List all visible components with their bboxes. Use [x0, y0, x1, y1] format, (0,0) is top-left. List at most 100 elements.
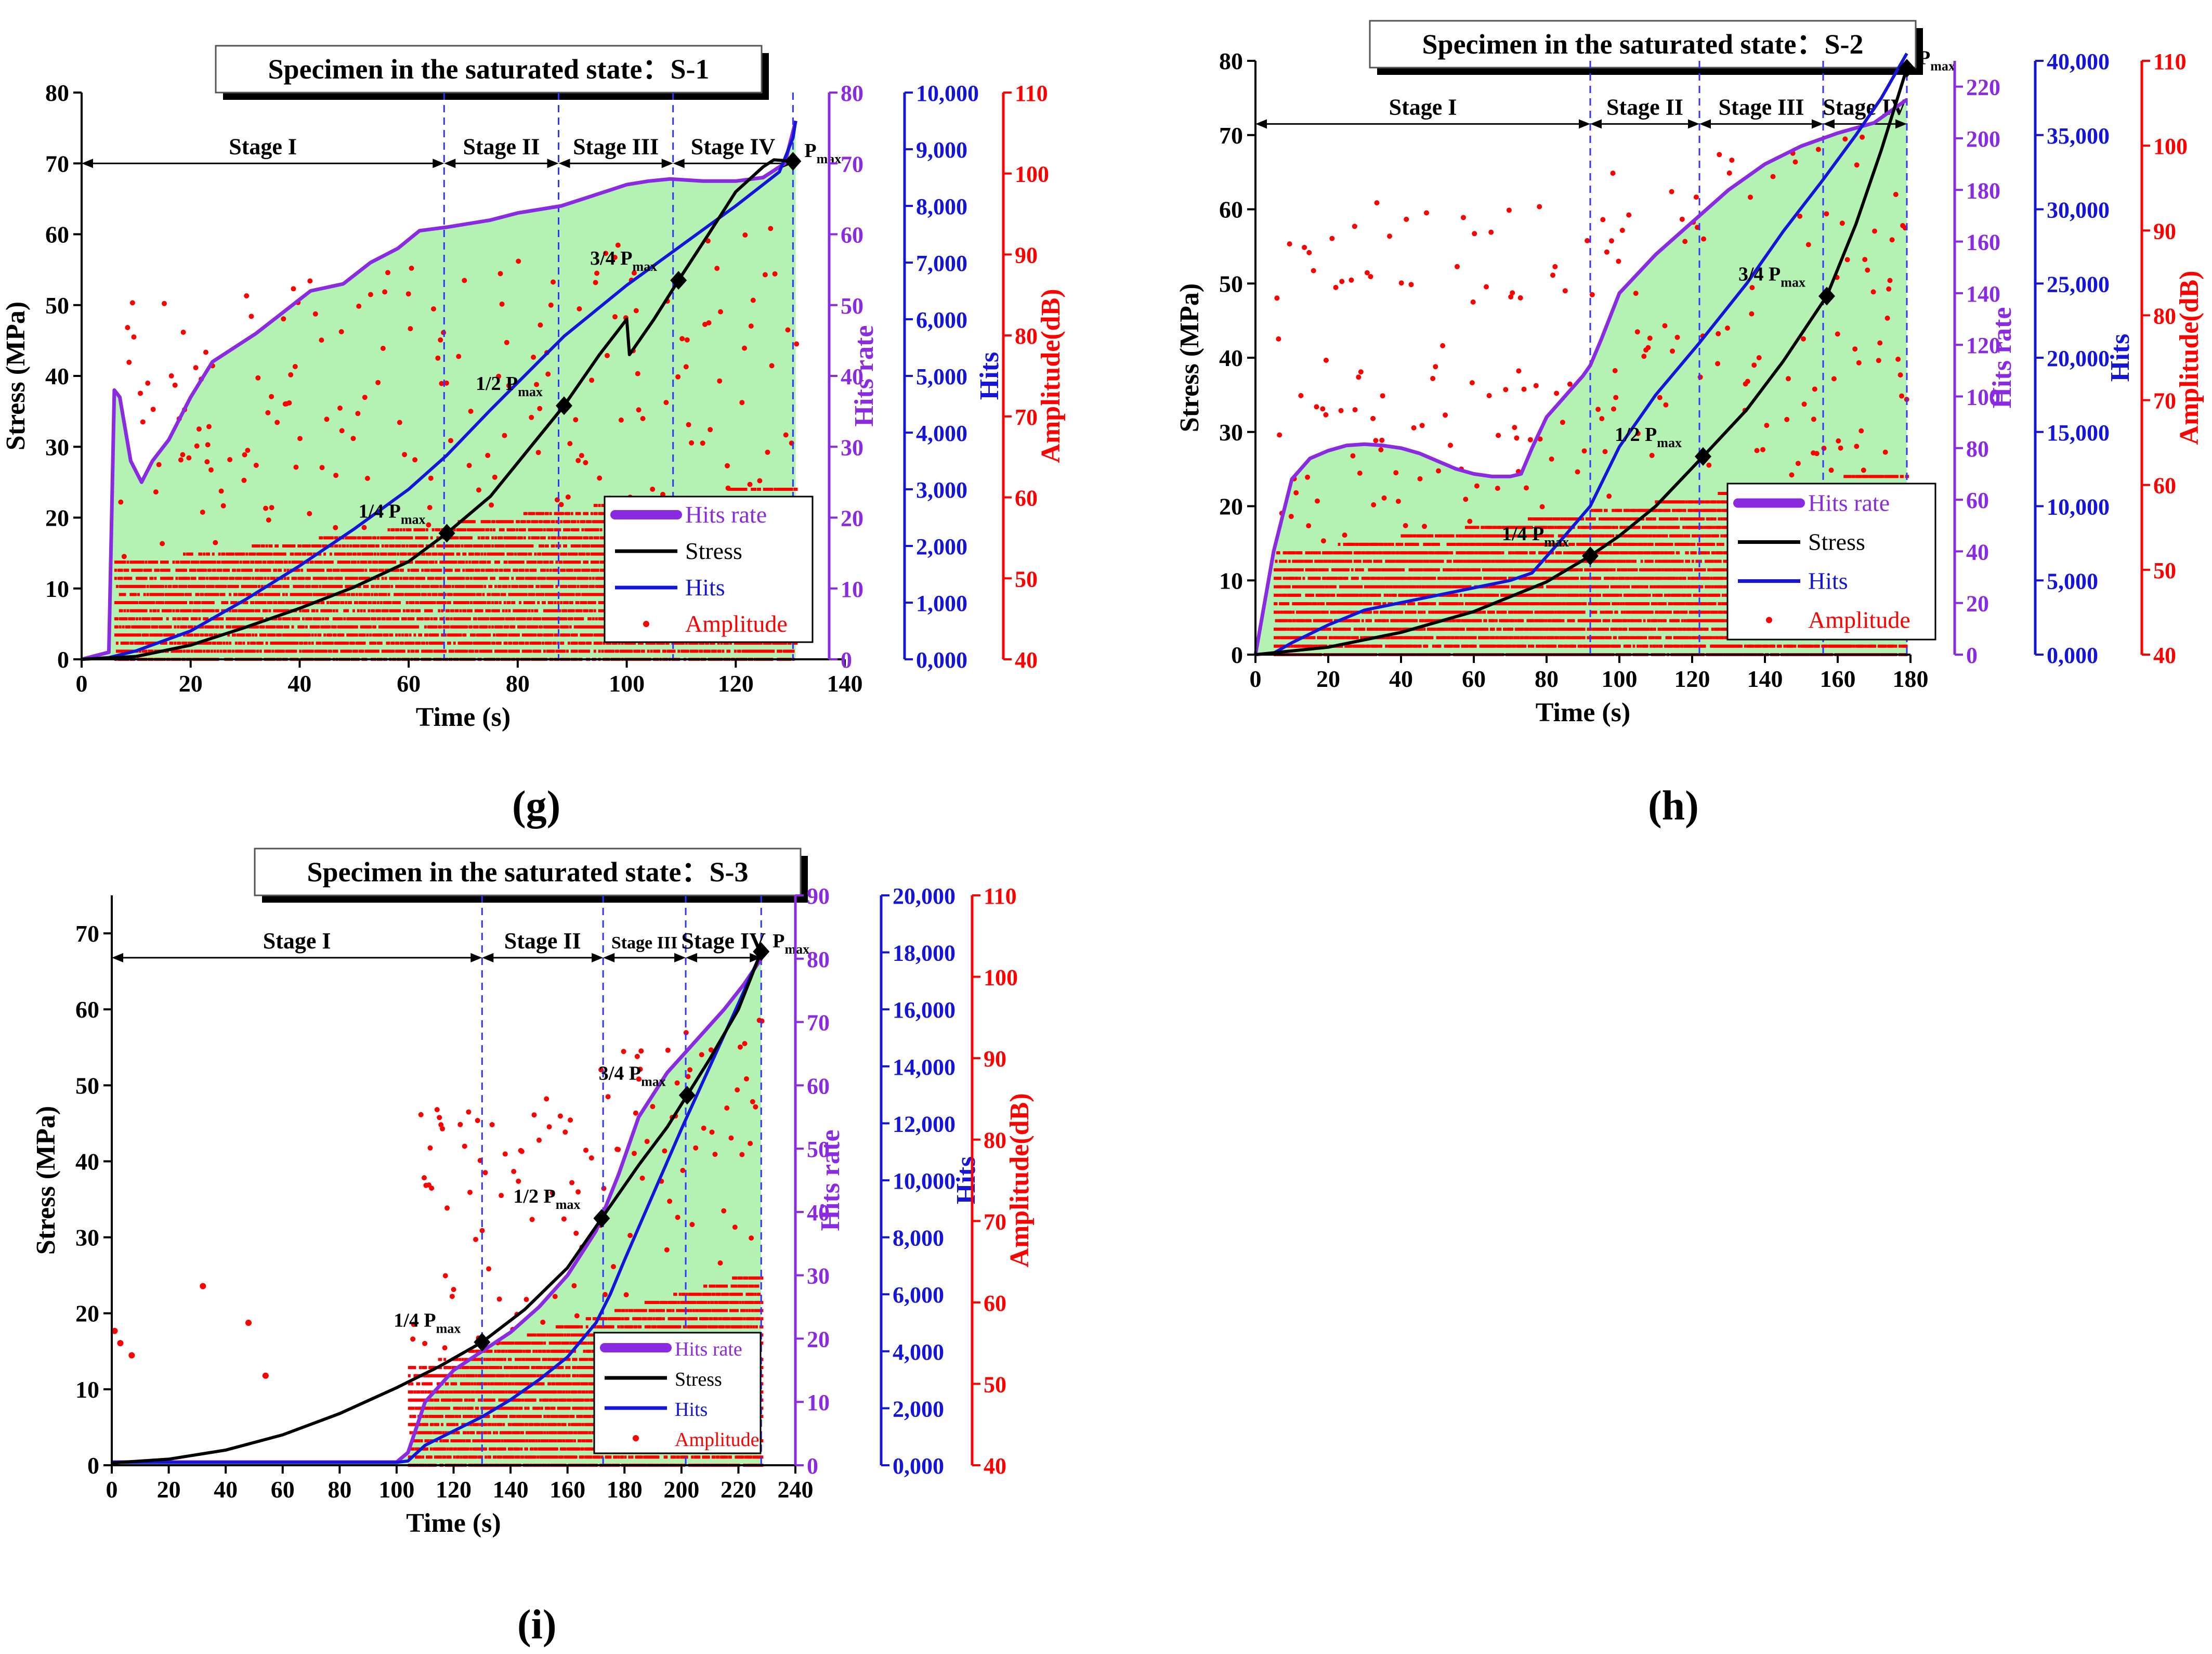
amplitude-point	[596, 536, 599, 540]
amplitude-point	[465, 617, 468, 621]
amplitude-point	[346, 633, 349, 637]
amplitude-point	[136, 625, 138, 629]
amplitude-point	[248, 633, 252, 637]
amplitude-point	[308, 617, 311, 621]
amplitude-point	[483, 561, 487, 564]
amplitude-point	[288, 601, 291, 604]
amplitude-point	[123, 633, 126, 637]
amplitude-point	[148, 601, 151, 604]
amplitude-point	[464, 528, 467, 531]
amplitude-point	[470, 649, 473, 653]
amplitude-point	[427, 593, 430, 596]
amplitude-point	[485, 544, 488, 548]
amplitude-point	[446, 561, 448, 564]
amplitude-point	[456, 601, 459, 604]
amplitude-point	[456, 577, 459, 580]
amplitude-point	[375, 609, 378, 613]
amplitude-point	[525, 593, 528, 596]
amplitude-point	[605, 353, 610, 358]
amplitude-point	[264, 633, 267, 637]
amplitude-point	[551, 617, 554, 621]
amplitude-point	[335, 584, 338, 588]
amplitude-point	[397, 601, 400, 604]
amplitude-point	[360, 641, 363, 645]
amplitude-point	[208, 641, 212, 645]
amplitude-point	[409, 265, 414, 271]
amplitude-point	[521, 609, 525, 613]
amplitude-point	[566, 520, 569, 524]
amplitude-point	[187, 577, 190, 580]
amplitude-point	[543, 528, 546, 531]
amplitude-point	[325, 625, 328, 629]
amplitude-point	[420, 577, 423, 580]
amplitude-point	[274, 617, 278, 621]
amplitude-point	[378, 641, 381, 645]
amplitude-point	[514, 544, 517, 548]
amplitude-point	[239, 577, 242, 580]
amplitude-point	[227, 584, 230, 588]
amplitude-point	[338, 552, 342, 556]
amplitude-point	[552, 641, 555, 645]
amplitude-point	[375, 584, 378, 588]
amplitude-point	[436, 568, 439, 572]
amplitude-point	[477, 601, 480, 604]
amplitude-point	[436, 601, 439, 604]
amplitude-point	[441, 601, 444, 604]
amplitude-point	[326, 601, 329, 604]
amplitude-point	[662, 649, 665, 653]
amplitude-point	[375, 544, 378, 548]
amplitude-point	[319, 593, 322, 596]
amplitude-point	[137, 633, 140, 637]
amplitude-point	[372, 568, 375, 572]
amplitude-point	[586, 633, 589, 637]
amplitude-point	[245, 609, 248, 613]
amplitude-point	[392, 528, 395, 531]
amplitude-point	[596, 528, 599, 531]
amplitude-point	[521, 544, 525, 548]
amplitude-point	[450, 536, 453, 540]
amplitude-point	[557, 649, 560, 653]
amplitude-point	[570, 641, 573, 645]
amplitude-point	[665, 641, 668, 645]
amplitude-point	[420, 528, 423, 531]
amplitude-point	[250, 601, 253, 604]
amplitude-point	[358, 633, 361, 637]
amplitude-point	[366, 593, 369, 596]
amplitude-point	[229, 625, 232, 629]
amplitude-point	[114, 617, 117, 621]
amplitude-point	[590, 552, 593, 556]
amplitude-point	[599, 625, 603, 629]
amplitude-point	[692, 649, 696, 653]
amplitude-point	[270, 593, 273, 596]
amplitude-point	[149, 561, 152, 564]
amplitude-point	[279, 633, 282, 637]
amplitude-point	[543, 625, 546, 629]
amplitude-point	[407, 625, 410, 629]
amplitude-point	[224, 568, 227, 572]
amplitude-point	[491, 536, 494, 540]
amplitude-point	[443, 380, 449, 386]
amplitude-point	[509, 536, 513, 540]
amplitude-point	[369, 568, 372, 572]
amplitude-point	[565, 512, 567, 515]
amplitude-point	[528, 633, 531, 637]
amplitude-point	[126, 609, 129, 613]
amplitude-point	[459, 601, 462, 604]
amplitude-point	[477, 577, 480, 580]
amplitude-point	[368, 625, 371, 629]
amplitude-point	[433, 601, 436, 604]
amplitude-point	[208, 568, 212, 572]
amplitude-point	[565, 584, 567, 588]
amplitude-point	[210, 577, 213, 580]
amplitude-point	[187, 552, 190, 556]
amplitude-point	[433, 584, 436, 588]
amplitude-point	[509, 617, 513, 621]
amplitude-point	[244, 561, 247, 564]
amplitude-point	[212, 552, 215, 556]
amplitude-point	[581, 544, 584, 548]
amplitude-point	[592, 544, 595, 548]
amplitude-point	[213, 641, 216, 645]
amplitude-point	[404, 625, 407, 629]
amplitude-point	[476, 633, 479, 637]
amplitude-point	[395, 641, 398, 645]
